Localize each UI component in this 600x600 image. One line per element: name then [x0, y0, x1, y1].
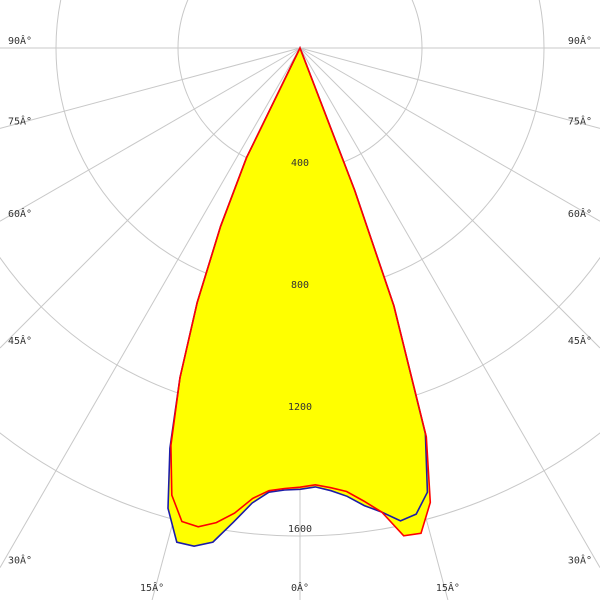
angle-label: 15Â° — [436, 581, 460, 594]
angle-label: 15Â° — [140, 581, 164, 594]
angle-label: 75Â° — [568, 114, 592, 127]
spoke — [299, 47, 600, 349]
angle-label: 75Â° — [8, 114, 32, 127]
spoke — [0, 47, 301, 568]
r-tick-label: 400 — [291, 158, 309, 169]
spoke — [0, 47, 301, 129]
angle-label: 90Â° — [568, 34, 592, 47]
angle-label: 90Â° — [8, 34, 32, 47]
area-fill — [170, 48, 431, 536]
angle-label: 0Â° — [291, 581, 309, 594]
angle-label: 45Â° — [8, 334, 32, 347]
spoke — [299, 47, 600, 129]
angle-label: 45Â° — [568, 334, 592, 347]
angle-label: 60Â° — [568, 207, 592, 220]
r-tick-label: 800 — [291, 280, 309, 291]
spoke — [299, 47, 600, 222]
r-tick-label: 1600 — [288, 524, 312, 535]
spoke — [0, 47, 301, 349]
curve — [170, 45, 432, 537]
angle-label: 30Â° — [8, 554, 32, 567]
spoke — [299, 47, 600, 568]
spoke — [0, 47, 301, 222]
angle-label: 60Â° — [8, 207, 32, 220]
r-tick-label: 1200 — [288, 402, 312, 413]
angle-label: 30Â° — [568, 554, 592, 567]
